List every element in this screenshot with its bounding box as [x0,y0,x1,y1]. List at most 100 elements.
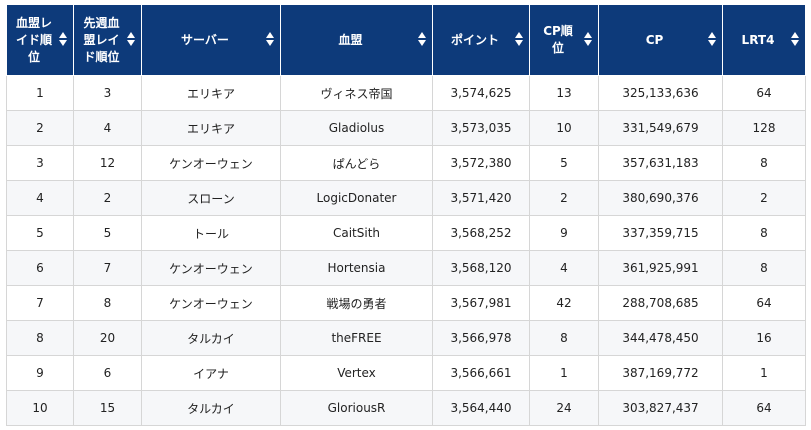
column-header-label: LRT4 [741,32,775,47]
cell-server: トール [141,215,281,251]
column-header-label: 先週血盟レイド順位 [83,15,120,64]
sort-descending-icon [707,40,716,46]
column-header-cp[interactable]: CP [598,4,723,76]
column-header-label: サーバー [181,32,229,47]
column-header-cp-rank[interactable]: CP順位 [529,4,599,76]
cell-server: エリキア [141,110,281,146]
column-header-server[interactable]: サーバー [141,4,281,76]
cell-last-week-rank: 8 [73,285,142,321]
sort-icon[interactable] [126,32,135,48]
cell-last-week-rank: 20 [73,320,142,356]
cell-server: ケンオーウェン [141,285,281,321]
cell-cp: 288,708,685 [598,285,723,321]
column-header-label: CP順位 [543,24,573,55]
cell-cp: 361,925,991 [598,250,723,286]
cell-raid-rank: 3 [6,145,74,181]
cell-clan: Hortensia [280,250,433,286]
sort-icon[interactable] [790,32,799,48]
column-header-lrt4[interactable]: LRT4 [722,4,806,76]
cell-last-week-rank: 12 [73,145,142,181]
cell-last-week-rank: 7 [73,250,142,286]
sort-icon[interactable] [583,32,592,48]
sort-ascending-icon [417,32,426,38]
column-header-raid-rank[interactable]: 血盟レイド順位 [6,4,74,76]
cell-lrt4: 64 [722,390,806,426]
sort-descending-icon [583,40,592,46]
cell-last-week-rank: 3 [73,75,142,111]
cell-clan: Gladiolus [280,110,433,146]
column-header-points[interactable]: ポイント [432,4,530,76]
cell-clan: ヴィネス帝国 [280,75,433,111]
cell-cp-rank: 10 [529,110,599,146]
table-row: 6 7 ケンオーウェン Hortensia 3,568,120 4 361,925,991 8 [6,250,806,286]
cell-cp: 331,549,679 [598,110,723,146]
cell-cp-rank: 13 [529,75,599,111]
cell-raid-rank: 6 [6,250,74,286]
cell-cp: 337,359,715 [598,215,723,251]
sort-descending-icon [265,40,274,46]
cell-lrt4: 8 [722,250,806,286]
sort-ascending-icon [58,32,67,38]
table-row: 3 12 ケンオーウェン ぱんどら 3,572,380 5 357,631,183 8 [6,145,806,181]
cell-raid-rank: 5 [6,215,74,251]
cell-raid-rank: 2 [6,110,74,146]
cell-points: 3,571,420 [432,180,530,216]
cell-points: 3,566,661 [432,355,530,391]
sort-icon[interactable] [707,32,716,48]
table-row: 1 3 エリキア ヴィネス帝国 3,574,625 13 325,133,636 64 [6,75,806,111]
cell-clan: 戦場の勇者 [280,285,433,321]
cell-clan: CaitSith [280,215,433,251]
cell-cp-rank: 5 [529,145,599,181]
sort-icon[interactable] [265,32,274,48]
cell-cp: 344,478,450 [598,320,723,356]
cell-points: 3,568,120 [432,250,530,286]
sort-descending-icon [417,40,426,46]
sort-ascending-icon [583,32,592,38]
sort-descending-icon [790,40,799,46]
column-header-label: ポイント [450,32,499,47]
table-row: 8 20 タルカイ theFREE 3,566,978 8 344,478,450 16 [6,320,806,356]
sort-icon[interactable] [58,32,67,48]
table-row: 7 8 ケンオーウェン 戦場の勇者 3,567,981 42 288,708,685 64 [6,285,806,321]
table-row: 10 15 タルカイ GloriousR 3,564,440 24 303,827,437 6… [6,390,806,426]
cell-cp: 387,169,772 [598,355,723,391]
column-header-label: CP [645,32,664,47]
table-row: 9 6 イアナ Vertex 3,566,661 1 387,169,772 1 [6,355,806,391]
cell-clan: LogicDonater [280,180,433,216]
cell-lrt4: 8 [722,145,806,181]
cell-server: ケンオーウェン [141,250,281,286]
cell-lrt4: 8 [722,215,806,251]
cell-cp: 357,631,183 [598,145,723,181]
sort-descending-icon [58,40,67,46]
sort-icon[interactable] [417,32,426,48]
table-row: 2 4 エリキア Gladiolus 3,573,035 10 331,549,679 128 [6,110,806,146]
column-header-last-week-rank[interactable]: 先週血盟レイド順位 [73,4,142,76]
cell-cp: 325,133,636 [598,75,723,111]
cell-cp-rank: 2 [529,180,599,216]
column-header-label: 血盟レイド順位 [15,15,52,64]
sort-descending-icon [126,40,135,46]
cell-cp-rank: 1 [529,355,599,391]
cell-lrt4: 16 [722,320,806,356]
column-header-clan[interactable]: 血盟 [280,4,433,76]
cell-points: 3,564,440 [432,390,530,426]
cell-raid-rank: 7 [6,285,74,321]
cell-last-week-rank: 5 [73,215,142,251]
sort-ascending-icon [514,32,523,38]
cell-clan: Vertex [280,355,433,391]
sort-ascending-icon [790,32,799,38]
cell-lrt4: 64 [722,285,806,321]
cell-last-week-rank: 15 [73,390,142,426]
cell-last-week-rank: 6 [73,355,142,391]
column-header-label: 血盟 [338,32,363,47]
cell-last-week-rank: 2 [73,180,142,216]
cell-points: 3,567,981 [432,285,530,321]
cell-raid-rank: 8 [6,320,74,356]
sort-descending-icon [514,40,523,46]
table-row: 4 2 スローン LogicDonater 3,571,420 2 380,690,376 2 [6,180,806,216]
cell-lrt4: 2 [722,180,806,216]
cell-cp-rank: 4 [529,250,599,286]
cell-lrt4: 128 [722,110,806,146]
sort-icon[interactable] [514,32,523,48]
